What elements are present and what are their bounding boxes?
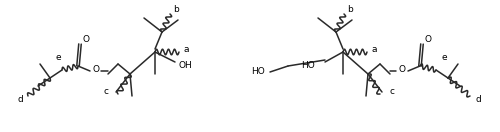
Text: a: a: [371, 44, 377, 53]
Text: b: b: [347, 6, 353, 15]
Text: O: O: [424, 36, 432, 44]
Text: O: O: [82, 36, 89, 44]
Text: HO: HO: [301, 62, 315, 70]
Text: e: e: [441, 53, 447, 62]
Text: d: d: [475, 95, 481, 105]
Text: HO: HO: [251, 67, 265, 77]
Text: OH: OH: [178, 62, 192, 70]
Text: O: O: [92, 65, 100, 74]
Text: O: O: [398, 65, 406, 74]
Text: e: e: [55, 53, 61, 62]
Text: d: d: [17, 95, 23, 105]
Text: c: c: [390, 88, 395, 96]
Text: c: c: [103, 88, 108, 96]
Text: b: b: [173, 6, 179, 15]
Text: a: a: [183, 44, 189, 53]
